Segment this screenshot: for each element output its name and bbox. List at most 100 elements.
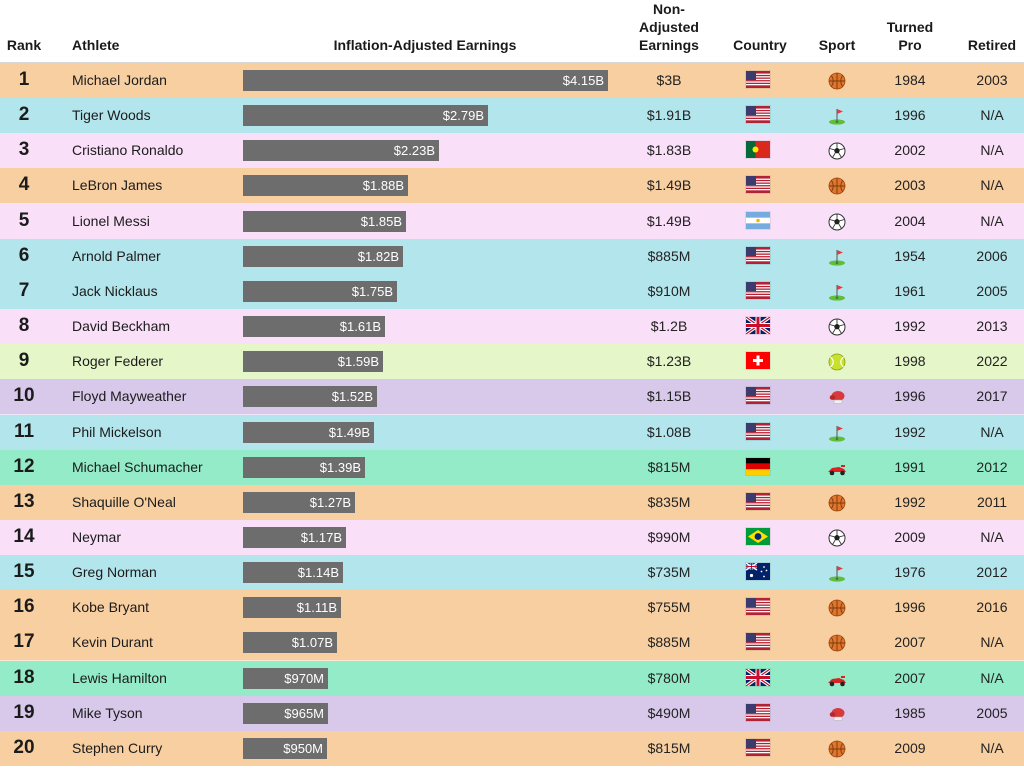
retired-cell: 2012 — [976, 458, 1008, 475]
table-row: 14 Neymar $1.17B $990M 2009 N/A — [0, 519, 1024, 556]
earnings-bar: $2.23B — [243, 140, 439, 162]
rank-cell: 4 — [18, 174, 30, 196]
non-adjusted-cell: $1.15B — [646, 388, 692, 405]
header-country: Country — [733, 37, 787, 53]
flag-usa-icon — [746, 633, 770, 651]
flag-switzerland-icon — [746, 352, 770, 370]
turned-pro-cell: 1976 — [894, 564, 926, 581]
table-row: 13 Shaquille O'Neal $1.27B $835M 1992 2011 — [0, 484, 1024, 521]
athlete-cell: Michael Schumacher — [72, 458, 203, 475]
rank-cell: 12 — [13, 455, 35, 477]
rank-cell: 2 — [18, 104, 30, 126]
flag-usa-icon — [746, 422, 770, 440]
turned-pro-cell: 2003 — [894, 177, 926, 194]
golf-icon — [826, 246, 848, 268]
athlete-cell: Lionel Messi — [72, 212, 150, 229]
earnings-bar: $1.39B — [243, 456, 365, 478]
turned-pro-cell: 2007 — [894, 634, 926, 651]
flag-usa-icon — [746, 246, 770, 264]
table-header: Rank Athlete Inflation-Adjusted Earnings… — [0, 0, 1024, 63]
earnings-bar: $2.79B — [243, 105, 488, 127]
header-rank: Rank — [6, 37, 42, 53]
header-athlete: Athlete — [72, 37, 120, 53]
athlete-cell: Neymar — [72, 528, 122, 545]
non-adjusted-cell: $1.49B — [646, 212, 692, 229]
flag-uk-icon — [746, 317, 770, 335]
rank-cell: 6 — [18, 244, 30, 266]
rank-cell: 3 — [18, 139, 30, 161]
earnings-bar: $970M — [243, 667, 328, 689]
turned-pro-cell: 1954 — [894, 247, 926, 264]
rank-cell: 1 — [18, 69, 30, 90]
table-row: 16 Kobe Bryant $1.11B $755M 1996 2016 — [0, 590, 1024, 627]
non-adjusted-cell: $1.49B — [646, 177, 692, 194]
flag-usa-icon — [746, 598, 770, 616]
flag-usa-icon — [746, 281, 770, 299]
table-row: 15 Greg Norman $1.14B $735M 1976 2012 — [0, 555, 1024, 592]
retired-cell: 2011 — [976, 493, 1008, 510]
athlete-cell: Tiger Woods — [72, 107, 151, 124]
rank-cell: 5 — [18, 209, 30, 231]
athlete-cell: Greg Norman — [72, 564, 157, 581]
athlete-cell: Lewis Hamilton — [72, 669, 167, 686]
rank-cell: 18 — [13, 666, 35, 688]
table-row: 11 Phil Mickelson $1.49B $1.08B 1992 N/A — [0, 414, 1024, 451]
earnings-bar: $1.59B — [243, 351, 383, 373]
flag-australia-icon — [746, 563, 770, 581]
rank-cell: 15 — [13, 561, 35, 583]
header-non-adjusted-line1: Non- — [653, 1, 685, 17]
header-non-adjusted-line3: Earnings — [639, 37, 699, 53]
header-non-adjusted-line2: Adjusted — [639, 19, 699, 35]
earnings-bar: $1.52B — [243, 386, 377, 408]
non-adjusted-cell: $910M — [647, 282, 691, 299]
retired-cell: N/A — [980, 107, 1004, 124]
earnings-bar: $1.61B — [243, 316, 385, 338]
table-row: 12 Michael Schumacher $1.39B $815M 1991 2012 — [0, 449, 1024, 486]
athlete-cell: Jack Nicklaus — [72, 282, 158, 299]
athlete-cell: LeBron James — [72, 177, 163, 194]
retired-cell: 2012 — [976, 564, 1008, 581]
rank-cell: 19 — [13, 701, 35, 723]
non-adjusted-cell: $3B — [656, 72, 682, 88]
turned-pro-cell: 1996 — [894, 388, 926, 405]
retired-cell: N/A — [980, 177, 1004, 194]
turned-pro-cell: 1996 — [894, 107, 926, 124]
flag-usa-icon — [746, 106, 770, 124]
soccer-icon — [826, 140, 848, 162]
non-adjusted-cell: $735M — [647, 564, 691, 581]
table-row: 17 Kevin Durant $1.07B $885M 2007 N/A — [0, 625, 1024, 662]
rank-cell: 14 — [13, 525, 35, 547]
earnings-bar: $1.11B — [243, 597, 341, 619]
earnings-bar: $1.82B — [243, 245, 403, 267]
retired-cell: N/A — [980, 142, 1004, 159]
athlete-cell: Phil Mickelson — [72, 423, 162, 440]
athlete-cell: David Beckham — [72, 318, 171, 335]
flag-usa-icon — [746, 71, 770, 88]
athlete-cell: Michael Jordan — [72, 72, 167, 88]
soccer-icon — [826, 527, 848, 549]
rank-cell: 10 — [13, 385, 35, 407]
athlete-cell: Floyd Mayweather — [72, 388, 187, 405]
basketball-icon — [826, 597, 848, 619]
turned-pro-cell: 1985 — [894, 704, 926, 721]
retired-cell: N/A — [980, 669, 1004, 686]
non-adjusted-cell: $990M — [647, 528, 691, 545]
table-row: 3 Cristiano Ronaldo $2.23B $1.83B 2002 N/A — [0, 133, 1024, 170]
golf-icon — [826, 281, 848, 303]
header-earnings: Inflation-Adjusted Earnings — [333, 37, 517, 53]
rank-cell: 16 — [13, 596, 35, 618]
golf-icon — [826, 105, 848, 127]
athlete-cell: Kevin Durant — [72, 634, 153, 651]
tennis-icon — [826, 351, 848, 373]
turned-pro-cell: 2009 — [894, 739, 926, 756]
boxing-icon — [826, 703, 848, 725]
header-turned-pro: Turned Pro — [872, 18, 948, 54]
rank-cell: 11 — [13, 420, 35, 442]
table-row: 18 Lewis Hamilton $970M $780M 2007 N/A — [0, 660, 1024, 697]
non-adjusted-cell: $780M — [647, 669, 691, 686]
table-row: 20 Stephen Curry $950M $815M 2009 N/A — [0, 730, 1024, 766]
retired-cell: 2022 — [976, 353, 1008, 370]
non-adjusted-cell: $815M — [647, 458, 691, 475]
header-sport: Sport — [818, 37, 856, 53]
flag-usa-icon — [746, 176, 770, 194]
